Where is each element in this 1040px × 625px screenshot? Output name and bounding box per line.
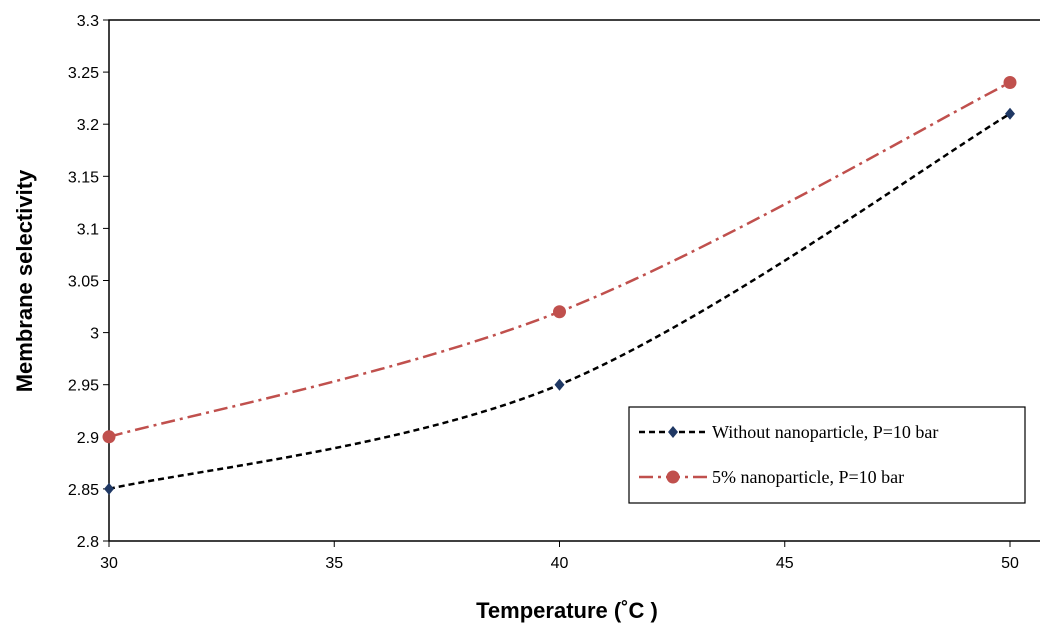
plot-frame (108, 19, 1040, 542)
data-point (554, 378, 565, 391)
legend: Without nanoparticle, P=10 bar 5% nanopar… (628, 406, 1026, 504)
y-tick-label: 3.25 (68, 65, 99, 82)
y-tick-label: 2.85 (68, 482, 99, 499)
data-point (104, 482, 114, 495)
legend-marker (666, 470, 680, 484)
data-point (102, 430, 116, 444)
data-point (1005, 107, 1015, 120)
legend-marker (668, 426, 678, 438)
data-point (553, 305, 566, 319)
x-tick-label: 50 (1001, 555, 1019, 572)
y-tick-label: 2.8 (77, 534, 99, 551)
y-tick-label: 2.9 (77, 430, 99, 447)
x-axis-ticks: 30 35 40 45 50 (100, 541, 1019, 572)
x-tick-label: 40 (551, 555, 569, 572)
x-tick-label: 35 (325, 555, 343, 572)
x-tick-label: 45 (776, 555, 794, 572)
legend-label: 5% nanoparticle, P=10 bar (712, 467, 904, 487)
y-tick-label: 3.15 (68, 169, 99, 186)
y-axis-title: Membrane selectivity (12, 169, 37, 392)
y-tick-label: 3.05 (68, 274, 99, 291)
data-point (1003, 76, 1017, 90)
y-tick-label: 2.95 (68, 378, 99, 395)
series-2 (102, 76, 1017, 444)
legend-box (628, 406, 1026, 504)
legend-label: Without nanoparticle, P=10 bar (712, 422, 938, 442)
y-tick-label: 3 (90, 326, 99, 343)
x-tick-label: 30 (100, 555, 118, 572)
y-axis-ticks: 2.8 2.85 2.9 2.95 3 3.05 3.1 3.15 3.2 3.25 3.3 (68, 13, 109, 551)
y-tick-label: 3.3 (77, 13, 99, 30)
plot-area (102, 19, 1040, 542)
y-tick-label: 3.2 (77, 117, 99, 134)
x-axis-title: Temperature (˚C ) (476, 598, 658, 623)
series-1 (104, 107, 1015, 495)
y-tick-label: 3.1 (77, 221, 99, 238)
